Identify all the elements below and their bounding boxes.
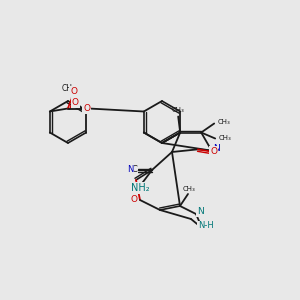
Text: CH₃: CH₃ [218,134,231,140]
Text: N: N [196,208,203,217]
Text: NH₂: NH₂ [131,183,149,193]
Text: CH₃: CH₃ [217,119,230,125]
Text: CH₃: CH₃ [172,106,184,112]
Text: O: O [72,98,79,107]
Text: O: O [70,87,77,96]
Text: CH₃: CH₃ [183,186,195,192]
Text: C: C [131,166,137,175]
Text: O: O [83,104,90,113]
Text: N: N [127,166,133,175]
Text: N-H: N-H [198,221,214,230]
Text: O: O [130,194,137,203]
Text: CH₃: CH₃ [62,84,76,93]
Text: N: N [213,144,220,153]
Text: O: O [210,147,217,156]
